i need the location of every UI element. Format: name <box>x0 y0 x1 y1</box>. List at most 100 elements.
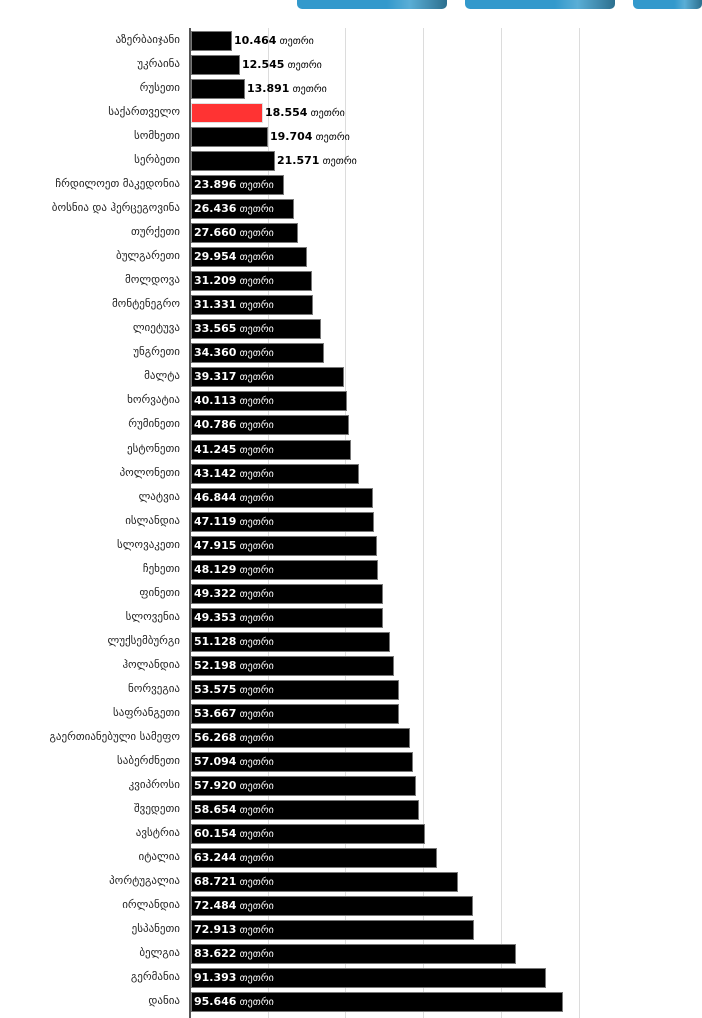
value-label: 57.920 თეთრი <box>194 779 274 792</box>
value-label: 12.545 თეთრი <box>242 58 322 71</box>
category-label: ნორვეგია <box>127 681 180 695</box>
category-label: სომხეთი <box>134 129 180 143</box>
bar[interactable] <box>191 535 377 556</box>
bar-row: იტალია 63.244 თეთრი <box>0 846 702 870</box>
bar[interactable] <box>191 775 416 796</box>
value-label: 95.646 თეთრი <box>194 995 274 1008</box>
value-unit: თეთრი <box>236 997 274 1009</box>
bar[interactable] <box>191 247 307 268</box>
bar[interactable] <box>191 703 399 724</box>
bar-row: საბერძნეთი 57.094 თეთრი <box>0 750 702 774</box>
bar[interactable] <box>191 175 284 196</box>
value-label: 18.554 თეთრი <box>265 106 345 119</box>
value-unit: თეთრი <box>236 804 274 816</box>
value-unit: თეთრი <box>236 492 274 504</box>
value-number: 57.920 <box>194 778 237 792</box>
gridline <box>423 28 424 1018</box>
bar[interactable] <box>191 439 351 460</box>
value-unit: თეთრი <box>319 156 357 168</box>
bar[interactable] <box>191 199 294 220</box>
bar[interactable] <box>191 727 410 748</box>
bar[interactable] <box>191 487 373 508</box>
bar[interactable] <box>191 367 344 388</box>
bar[interactable] <box>191 968 546 989</box>
bar[interactable] <box>191 79 245 100</box>
bar[interactable] <box>191 872 458 893</box>
value-number: 31.331 <box>194 298 237 312</box>
bar[interactable] <box>191 896 473 917</box>
bar[interactable] <box>191 295 313 316</box>
bar-row: ნორვეგია 53.575 თეთრი <box>0 678 702 702</box>
bar[interactable] <box>191 823 425 844</box>
value-unit: თეთრი <box>236 564 274 576</box>
value-number: 40.786 <box>194 418 237 432</box>
value-unit: თეთრი <box>307 108 345 120</box>
bar-row: ჩეხეთი 48.129 თეთრი <box>0 558 702 582</box>
bar[interactable] <box>191 583 383 604</box>
value-label: 53.667 თეთრი <box>194 707 274 720</box>
bar-row: მალტა 39.317 თეთრი <box>0 365 702 389</box>
bar[interactable] <box>191 55 240 76</box>
promo-banner[interactable] <box>633 0 702 9</box>
value-label: 53.575 თეთრი <box>194 683 274 696</box>
category-label: მონტენეგრო <box>111 297 180 311</box>
bar[interactable] <box>191 631 390 652</box>
bar-row: რუსეთი 13.891 თეთრი <box>0 77 702 101</box>
value-number: 39.317 <box>194 370 237 384</box>
bar[interactable] <box>191 944 516 965</box>
bar[interactable] <box>191 271 312 292</box>
bar[interactable] <box>191 559 378 580</box>
bar[interactable] <box>191 391 347 412</box>
category-label: ლიეტუვა <box>132 321 180 335</box>
category-label: შვედეთი <box>133 801 180 815</box>
value-number: 26.436 <box>194 202 237 216</box>
value-number: 41.245 <box>194 442 237 456</box>
bar[interactable] <box>191 920 474 941</box>
value-number: 23.896 <box>194 178 237 192</box>
category-label: ბელგია <box>139 946 180 960</box>
category-label: სლოვაკეთი <box>116 537 180 551</box>
category-label: ლატვია <box>138 489 180 503</box>
category-label: რუმინეთი <box>128 417 180 431</box>
category-label: მალტა <box>144 369 180 383</box>
bar[interactable] <box>191 848 437 869</box>
bar[interactable] <box>191 343 324 364</box>
category-label: ჰოლანდია <box>122 657 180 671</box>
bar-row: სერბეთი 21.571 თეთრი <box>0 149 702 173</box>
bar[interactable] <box>191 463 359 484</box>
bar[interactable] <box>191 151 275 172</box>
bar[interactable] <box>191 415 349 436</box>
value-unit: თეთრი <box>236 925 274 937</box>
bar-row: ჩრდილოეთ მაკედონია 23.896 თეთრი <box>0 173 702 197</box>
value-number: 51.128 <box>194 634 237 648</box>
bar[interactable] <box>191 992 563 1013</box>
category-label: კვიპროსი <box>128 777 180 791</box>
value-unit: თეთრი <box>236 228 274 240</box>
bar[interactable] <box>191 607 383 628</box>
promo-banner[interactable] <box>465 0 615 9</box>
value-label: 10.464 თეთრი <box>234 34 314 47</box>
value-unit: თეთრი <box>236 252 274 264</box>
bar[interactable] <box>191 799 419 820</box>
bar[interactable] <box>191 223 298 244</box>
bar[interactable] <box>191 319 321 340</box>
value-unit: თეთრი <box>236 780 274 792</box>
value-unit: თეთრი <box>312 132 350 144</box>
bar[interactable] <box>191 511 374 532</box>
category-label: ჩეხეთი <box>142 561 180 575</box>
bar[interactable] <box>191 127 268 148</box>
category-label: რუსეთი <box>139 81 180 95</box>
highlighted-bar[interactable] <box>191 103 263 124</box>
bar[interactable] <box>191 655 394 676</box>
value-number: 13.891 <box>247 82 290 96</box>
value-unit: თეთრი <box>236 708 274 720</box>
bar[interactable] <box>191 31 232 51</box>
promo-banner[interactable] <box>297 0 447 9</box>
value-label: 91.393 თეთრი <box>194 971 274 984</box>
bar[interactable] <box>191 679 399 700</box>
value-unit: თეთრი <box>236 420 274 432</box>
value-number: 68.721 <box>194 875 237 889</box>
value-number: 53.667 <box>194 706 237 720</box>
category-label: ხორვატია <box>127 393 180 407</box>
bar[interactable] <box>191 751 413 772</box>
